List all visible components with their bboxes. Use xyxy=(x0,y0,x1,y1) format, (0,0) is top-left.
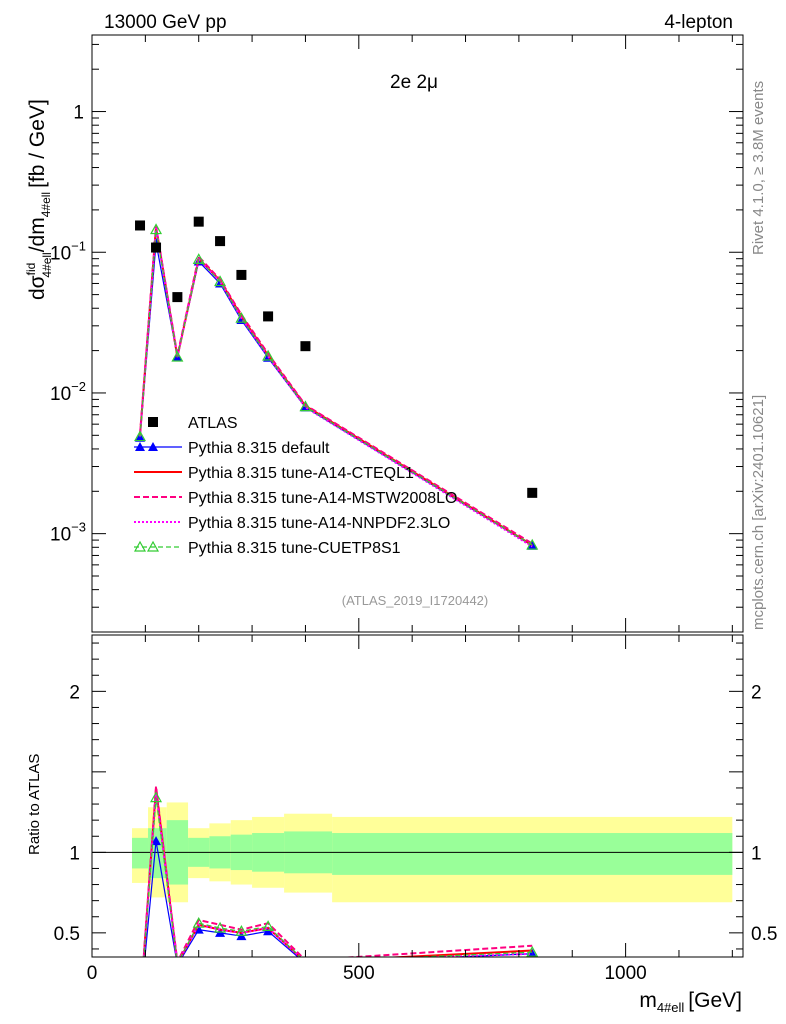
ratio-band-inner xyxy=(332,833,733,875)
legend-marker xyxy=(133,540,147,552)
ratio-y-tick-label-left: 2 xyxy=(69,682,80,703)
main-y-tick-label: 10−1 xyxy=(50,238,86,264)
legend-label: ATLAS xyxy=(188,415,238,432)
ratio-series-line xyxy=(143,797,533,957)
atlas-data-point xyxy=(263,311,274,322)
atlas-data-point xyxy=(236,269,247,280)
ratio-series-marker xyxy=(172,958,182,967)
ratio-uncertainty-bands xyxy=(92,802,743,903)
main-series-line xyxy=(139,229,533,546)
side-label-bottom: mcplots.cern.ch [arXiv:2401.10621] xyxy=(750,395,767,630)
ylabel-sigma: σ xyxy=(26,275,49,288)
ratio-series-marker xyxy=(262,920,275,932)
ratio-series-group xyxy=(135,786,539,1012)
ratio-y-tick-label-left: 0.5 xyxy=(54,924,80,945)
atlas-data-point xyxy=(151,242,162,253)
main-series-marker xyxy=(134,430,147,442)
ratio-y-axis-label: Ratio to ATLAS xyxy=(26,754,43,855)
main-series-marker xyxy=(262,349,275,361)
main-series-marker xyxy=(526,538,539,550)
main-series-marker xyxy=(527,540,538,550)
atlas-data-point xyxy=(135,220,146,231)
main-y-tick-label: 10−3 xyxy=(50,520,86,546)
ylabel-sup: fid xyxy=(24,263,38,276)
ratio-series-marker xyxy=(151,836,162,846)
analysis-id: (ATLAS_2019_I1720442) xyxy=(342,593,488,608)
atlas-data-point xyxy=(172,292,183,303)
x-tick-label: 1000 xyxy=(604,963,646,984)
legend-label: Pythia 8.315 tune-CUETP8S1 xyxy=(188,540,401,557)
main-series-marker xyxy=(150,223,163,235)
xlabel-sub: 4#ell xyxy=(657,1000,685,1015)
ratio-y-tick-label-right: 0.5 xyxy=(751,924,777,945)
ratio-series-marker xyxy=(304,955,307,957)
ylabel-d: d xyxy=(26,288,49,300)
side-label-top: Rivet 4.1.0, ≥ 3.8M events xyxy=(750,81,767,255)
ratio-y-tick-label-right: 2 xyxy=(751,682,762,703)
main-data-group xyxy=(135,216,538,498)
main-y-tick-label: 10−2 xyxy=(50,379,86,405)
legend-marker-atlas xyxy=(148,417,158,427)
main-series-marker xyxy=(299,400,312,412)
x-axis-label: m4#ell [GeV] xyxy=(639,989,742,1015)
ratio-series-marker xyxy=(135,1003,145,1012)
header-left: 13000 GeV pp xyxy=(104,12,227,33)
main-series-marker xyxy=(235,311,248,323)
x-tick-label: 0 xyxy=(87,963,98,984)
ratio-band-inner xyxy=(132,837,149,869)
ratio-series-marker xyxy=(527,948,537,957)
x-tick-label: 500 xyxy=(343,963,375,984)
ylabel-sub: 4#ell xyxy=(40,252,54,277)
legend-label: Pythia 8.315 tune-A14-MSTW2008LO xyxy=(188,490,457,507)
main-plot-frame xyxy=(91,34,744,633)
ratio-series-marker xyxy=(192,916,205,928)
legend-label: Pythia 8.315 default xyxy=(188,440,330,457)
legend-marker xyxy=(146,540,160,552)
channel-label: 2e 2μ xyxy=(390,72,438,93)
ylabel-unit: [fb / GeV] xyxy=(26,99,49,188)
main-series-line xyxy=(139,226,533,545)
axes-group: 0 500 1000 10−3 10−2 10−1 1 0.5 0.5 1 1 2 2 xyxy=(50,35,777,984)
xlabel-unit: [GeV] xyxy=(688,989,742,1012)
ratio-y-tick-label-right: 1 xyxy=(751,843,762,864)
main-series-group xyxy=(134,223,539,550)
atlas-data-point xyxy=(300,341,311,352)
legend-marker xyxy=(135,442,145,451)
xlabel-m: m xyxy=(639,989,657,1012)
ratio-series-marker xyxy=(135,1003,145,1012)
ratio-series-marker xyxy=(235,925,248,936)
main-series-marker xyxy=(171,350,184,362)
atlas-data-point xyxy=(215,236,226,247)
ratio-series-marker xyxy=(172,960,182,969)
ratio-plot-frame xyxy=(91,634,744,958)
ylabel-sub2: 4#ell xyxy=(39,192,53,217)
main-y-tick-label: 1 xyxy=(73,103,84,124)
main-series-marker xyxy=(135,432,146,442)
ratio-series-marker xyxy=(300,958,310,967)
ratio-series-marker xyxy=(150,791,163,803)
header-right: 4-lepton xyxy=(664,12,733,33)
main-series-marker xyxy=(214,275,227,287)
atlas-data-point xyxy=(193,216,204,227)
main-series-marker xyxy=(192,253,205,264)
legend-label: Pythia 8.315 tune-A14-NNPDF2.3LO xyxy=(188,515,450,532)
ylabel-mid: /dm xyxy=(26,217,49,252)
ratio-y-tick-label-left: 1 xyxy=(69,843,80,864)
legend-label: Pythia 8.315 tune-A14-CTEQL1 xyxy=(188,465,414,482)
main-y-axis-label: dσfid 4#ell/dm4#ell[fb / GeV] xyxy=(24,99,54,300)
atlas-data-point xyxy=(527,487,538,498)
ratio-series-marker xyxy=(526,945,539,957)
ratio-series-marker xyxy=(214,921,227,933)
legend-marker xyxy=(148,442,158,451)
legend: ATLAS Pythia 8.315 default Pythia 8.315 tu… xyxy=(133,415,457,557)
